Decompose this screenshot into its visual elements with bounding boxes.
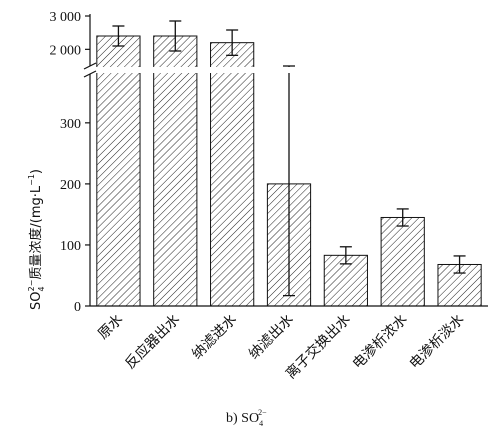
y-axis-title: SO42−质量浓度/(mg·L−1) [27,169,46,310]
x-tick-label-1: 原水 [95,312,126,343]
axis-break-mark-lower [83,70,97,78]
y-tick-label-upper-1: 2 000 [50,43,82,58]
x-tick-label-3: 纳滤进水 [189,312,240,363]
y-axis-title-end: ) [29,169,44,174]
y-axis-title-superscript: 2− [27,280,36,292]
x-tick-label-4: 纳滤出水 [246,312,297,363]
y-axis-title-rest: 质量浓度/(mg·L [28,185,44,279]
bar-1 [96,35,141,307]
x-tick-label-2: 反应器出水 [122,311,184,373]
x-tick-label-7: 电渗析淡水 [407,312,468,373]
error-bar-3 [226,29,239,56]
error-bar-6 [396,208,409,227]
bar-3 [210,42,255,307]
bar-2 [153,35,198,307]
y-tick-label-lower-1: 0 [74,300,81,315]
error-bar-5 [339,246,352,265]
bar-6 [380,216,425,307]
chart-caption: b) SO4 2− [226,408,267,428]
y-axis-title-subscript: 4 [37,286,46,291]
y-axis-title-main: SO [29,292,44,310]
caption-subscript: 4 [259,419,263,428]
y-tick-label-lower-4: 300 [60,117,81,132]
error-bars-layer [112,20,466,297]
error-bar-2 [169,20,182,52]
axis-break-mark-upper [83,62,97,70]
error-bar-4 [283,65,295,297]
error-bar-7 [453,255,466,274]
y-tick-label-upper-2: 3 000 [50,10,82,25]
y-axis-title-unit-superscript: −1 [27,174,36,186]
x-tick-label-6: 电渗析浓水 [350,312,411,373]
caption-main: b) SO [226,411,259,426]
caption-superscript: 2− [258,408,267,417]
axis-break-gap [80,67,490,73]
axis-break [80,62,490,78]
axis-layer [80,14,490,307]
y-tick-label-lower-3: 200 [60,178,81,193]
error-bar-1 [112,25,125,47]
y-tick-label-lower-2: 100 [60,239,81,254]
